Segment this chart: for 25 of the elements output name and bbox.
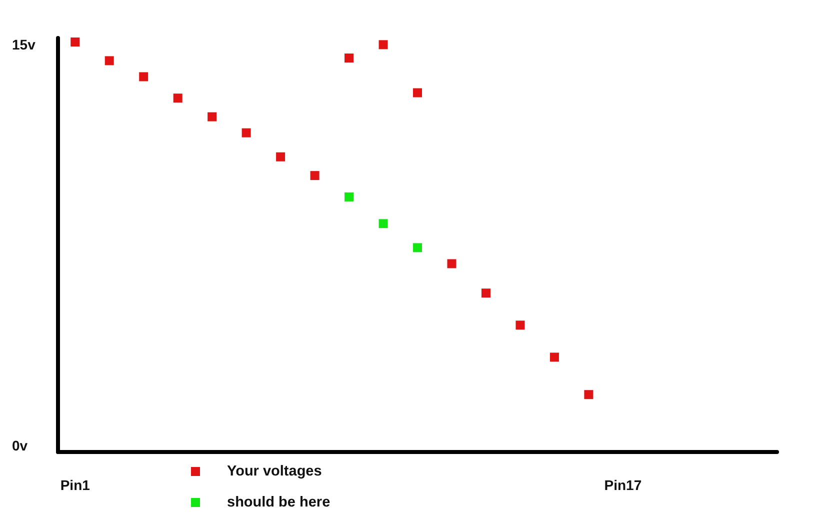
point — [413, 243, 422, 252]
point — [70, 38, 80, 47]
point — [584, 390, 594, 400]
point — [310, 171, 320, 180]
point — [104, 56, 114, 66]
point — [447, 259, 456, 268]
y-tick-label: 15v — [12, 36, 36, 53]
point — [413, 88, 422, 98]
point — [550, 352, 559, 362]
x-tick-label: Pin17 — [604, 477, 642, 493]
point — [344, 54, 354, 63]
point — [344, 192, 354, 202]
point — [481, 288, 490, 298]
point — [516, 320, 525, 330]
legend-label: should be here — [227, 494, 330, 510]
y-tick-label: 0v — [12, 437, 28, 454]
x-tick-label: Pin1 — [60, 477, 90, 493]
point — [378, 219, 388, 228]
point — [139, 72, 148, 82]
point — [208, 112, 217, 122]
point — [242, 128, 251, 138]
point — [173, 94, 182, 103]
point — [378, 40, 388, 50]
point — [276, 152, 286, 162]
legend-label: Your voltages — [227, 464, 322, 480]
